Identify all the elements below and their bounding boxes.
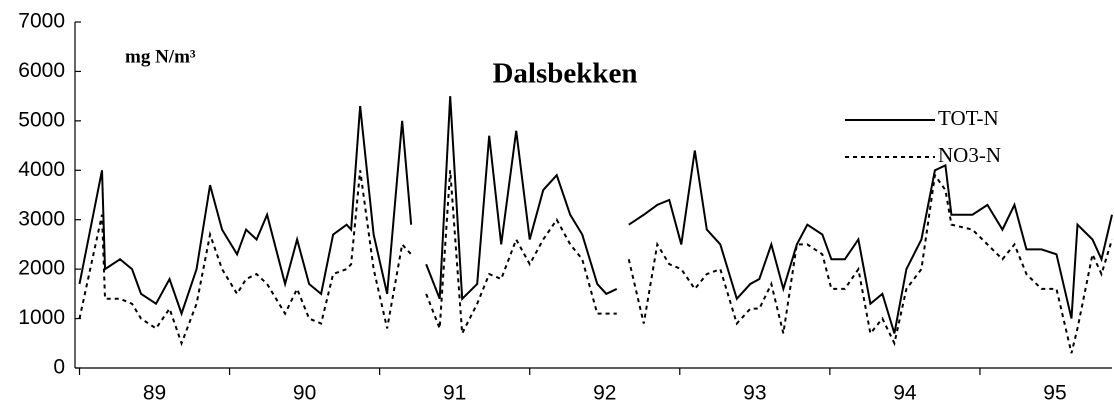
y-tick-label: 5000	[18, 108, 65, 131]
x-tick-label: 94	[893, 382, 917, 405]
x-tick-label: 90	[293, 382, 316, 405]
y-tick-label: 0	[53, 356, 65, 379]
x-tick-label: 89	[143, 382, 166, 405]
line-series	[78, 96, 1113, 334]
chart-title: Dalsbekken	[492, 58, 637, 90]
legend-label: NO3-N	[938, 143, 1001, 167]
y-tick-label: 7000	[18, 10, 65, 33]
y-tick-label: 1000	[18, 306, 65, 329]
x-tick-label: 91	[443, 382, 466, 405]
legend-label: TOT-N	[938, 106, 999, 130]
x-tick-label: 92	[593, 382, 616, 405]
y-tick-label: 4000	[18, 158, 65, 181]
y-axis-label: mg N/m³	[125, 46, 196, 67]
x-tick-label: 95	[1043, 382, 1066, 405]
y-tick-label: 6000	[18, 59, 65, 82]
y-tick-label: 3000	[18, 207, 65, 230]
y-tick-label: 2000	[18, 257, 65, 280]
x-tick-label: 93	[743, 382, 766, 405]
line-series	[78, 170, 1113, 354]
